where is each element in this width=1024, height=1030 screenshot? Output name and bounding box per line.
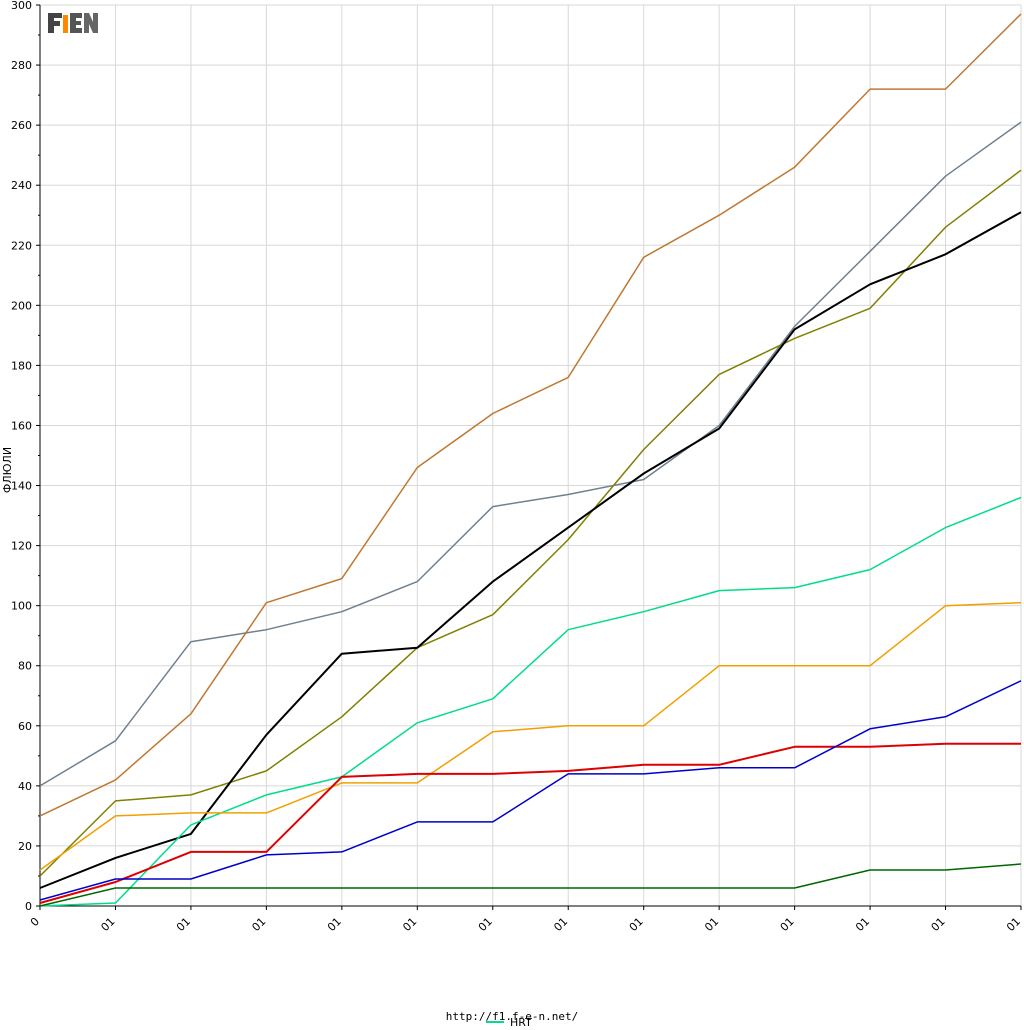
y-tick-label: 300	[11, 0, 32, 12]
legend-swatch	[486, 1021, 504, 1023]
x-tick-label: 01	[929, 915, 948, 934]
y-tick-label: 160	[11, 419, 32, 432]
series-line-9	[39, 863, 1022, 907]
y-tick-label: 240	[11, 179, 32, 192]
x-tick-label: 01	[98, 915, 117, 934]
y-tick-label: 260	[11, 119, 32, 132]
x-tick-label: 01	[174, 915, 193, 934]
x-tick-label: 01	[551, 915, 570, 934]
tick-labels: 0 20 40 60 80 100 120 140 160 180 200 220 240 260 280 3…	[11, 0, 1023, 934]
grid-lines	[39, 4, 1022, 907]
series-line-3	[39, 169, 1022, 877]
series-line-5	[39, 496, 1022, 907]
series-line-8	[39, 680, 1022, 901]
x-tick-label: 01	[325, 915, 344, 934]
y-tick-label: 60	[18, 720, 32, 733]
series-line-2	[39, 121, 1022, 787]
series-lines	[39, 13, 1022, 907]
series-line-7	[39, 742, 1021, 904]
y-tick-label: 280	[11, 59, 32, 72]
series-line-6	[39, 601, 1022, 871]
f1en-logo	[46, 9, 100, 37]
x-tick-label: 01	[249, 915, 268, 934]
y-tick-label: 0	[25, 900, 32, 913]
y-tick-label: 100	[11, 600, 32, 613]
axes	[36, 4, 1022, 910]
x-tick-label: 01	[400, 915, 419, 934]
x-tick-label: 0	[28, 915, 42, 929]
y-tick-label: 200	[11, 299, 32, 312]
y-tick-label: 140	[11, 480, 32, 493]
x-tick-label: 01	[627, 915, 646, 934]
x-tick-label: 01	[853, 915, 872, 934]
source-url: http://f1.f-e-n.net/	[445, 1010, 579, 1023]
y-tick-label: 180	[11, 359, 32, 372]
x-tick-label: 01	[778, 915, 797, 934]
x-tick-label: 01	[702, 915, 721, 934]
y-tick-label: 40	[18, 780, 32, 793]
y-tick-label: 20	[18, 840, 32, 853]
x-tick-label: 01	[1004, 915, 1023, 934]
x-tick-label: 01	[476, 915, 495, 934]
y-tick-label: 220	[11, 239, 32, 252]
y-tick-label: 80	[18, 660, 32, 673]
series-line-1	[39, 13, 1022, 817]
series-line-4	[39, 211, 1022, 889]
y-tick-label: 120	[11, 540, 32, 553]
y-axis-title: ФЛЮЛИ	[1, 447, 14, 493]
